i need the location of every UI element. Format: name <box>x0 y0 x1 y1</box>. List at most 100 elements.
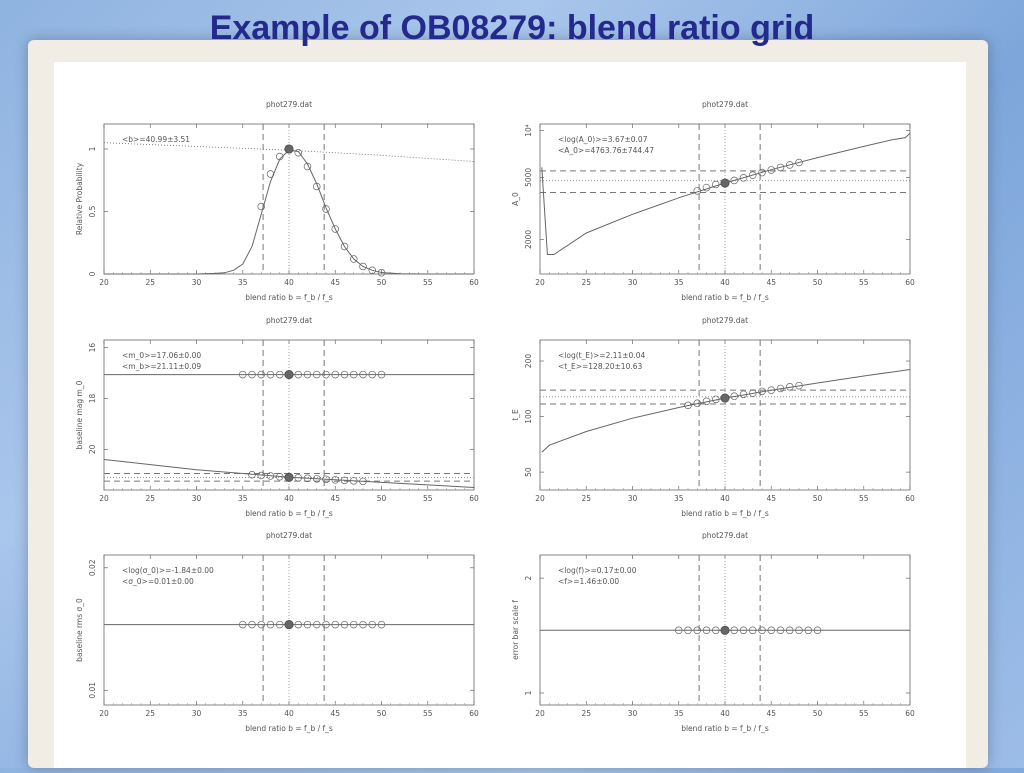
blend-ratio-grid-figure: phot279.dat 20 25 30 35 40 45 50 55 60 0 0.5 1 blend … <box>75 100 915 733</box>
x-tick-label: 45 <box>766 278 776 287</box>
x-tick-label: 40 <box>720 494 730 503</box>
grid-point-marker <box>257 620 266 629</box>
chart-panel-p5: phot279.dat 20 25 30 35 40 45 50 55 60 0.01 0.02 ble… <box>75 531 479 733</box>
grid-point-marker <box>684 401 692 410</box>
grid-point-marker <box>776 626 785 635</box>
grid-point-marker <box>359 477 367 486</box>
best-fit-marker <box>284 620 294 630</box>
grid-point-marker <box>684 626 692 635</box>
grid-point-marker <box>239 620 247 629</box>
grid-point-marker <box>313 620 321 629</box>
x-tick-label: 25 <box>145 494 155 503</box>
stat-annotation: <f>=1.46±0.00 <box>558 577 619 586</box>
grid-point-marker <box>730 392 738 400</box>
grid-point-marker <box>331 476 340 484</box>
x-tick-label: 60 <box>905 494 915 503</box>
x-tick-label: 30 <box>192 709 202 718</box>
stat-annotation: <t_E>=128.20±10.63 <box>558 362 643 371</box>
x-tick-label: 50 <box>377 278 387 287</box>
grid-point-marker <box>350 620 358 629</box>
y-tick-label: 0.02 <box>88 559 97 576</box>
grid-point-marker <box>359 262 367 271</box>
chart-panel-p1: phot279.dat 20 25 30 35 40 45 50 55 60 0 0.5 1 blend … <box>75 100 479 302</box>
x-tick-label: 20 <box>535 709 545 718</box>
plot-title: phot279.dat <box>702 316 748 325</box>
grid-point-marker <box>257 202 266 211</box>
y-tick-label: 1 <box>524 690 533 695</box>
x-tick-label: 40 <box>720 278 730 287</box>
plot-title: phot279.dat <box>266 316 312 325</box>
x-tick-label: 40 <box>284 709 294 718</box>
y-axis-label: t_E <box>511 409 520 421</box>
grid-point-marker <box>322 370 330 379</box>
x-tick-label: 50 <box>377 709 387 718</box>
grid-point-marker <box>303 620 312 629</box>
y-tick-label: 1 <box>88 146 97 151</box>
grid-point-marker <box>758 626 766 635</box>
grid-point-marker <box>739 390 748 399</box>
grid-point-marker <box>693 626 701 635</box>
x-tick-label: 60 <box>469 278 479 287</box>
grid-point-marker <box>303 370 312 379</box>
y-axis-label: Relative Probability <box>75 162 84 235</box>
grid-point-marker <box>359 620 367 629</box>
grid-point-marker <box>739 174 748 182</box>
grid-point-marker <box>368 266 377 275</box>
x-axis-label: blend ratio b = f_b / f_s <box>681 724 769 733</box>
x-tick-label: 30 <box>628 494 638 503</box>
grid-point-marker <box>322 620 330 629</box>
y-tick-label: 0.01 <box>88 682 97 699</box>
grid-point-marker <box>758 168 766 177</box>
x-tick-label: 20 <box>535 494 545 503</box>
x-tick-label: 20 <box>99 709 109 718</box>
x-tick-label: 55 <box>423 494 433 503</box>
grid-point-marker <box>377 370 386 379</box>
grid-point-marker <box>693 187 701 195</box>
y-tick-label: 2000 <box>524 230 533 249</box>
grid-point-marker <box>748 389 757 397</box>
grid-point-marker <box>350 255 358 263</box>
x-axis-label: blend ratio b = f_b / f_s <box>245 509 333 518</box>
x-tick-label: 60 <box>905 278 915 287</box>
y-tick-label: 20 <box>88 444 97 454</box>
y-axis-label: error bar scale f <box>511 600 520 660</box>
grid-point-marker <box>377 620 386 629</box>
x-tick-label: 30 <box>192 278 202 287</box>
x-axis-label: blend ratio b = f_b / f_s <box>245 724 333 733</box>
x-tick-label: 50 <box>377 494 387 503</box>
grid-point-marker <box>785 383 794 391</box>
best-fit-marker <box>284 370 294 380</box>
y-tick-label: 16 <box>88 343 97 353</box>
x-tick-label: 40 <box>284 494 294 503</box>
grid-point-marker <box>248 370 256 379</box>
series-line-1 <box>104 149 474 275</box>
grid-point-marker <box>730 626 738 635</box>
x-tick-label: 35 <box>238 278 248 287</box>
x-tick-label: 50 <box>813 278 823 287</box>
x-tick-label: 20 <box>99 494 109 503</box>
x-tick-label: 25 <box>581 709 591 718</box>
x-tick-label: 40 <box>720 709 730 718</box>
best-fit-marker <box>284 472 294 482</box>
y-axis-label: baseline mag m_0 <box>75 380 84 449</box>
grid-point-marker <box>739 626 748 635</box>
stat-annotation: <log(A_0)>=3.67±0.07 <box>558 135 648 144</box>
grid-point-marker <box>257 471 266 480</box>
x-tick-label: 30 <box>192 494 202 503</box>
stat-annotation: <σ_0>=0.01±0.00 <box>122 577 194 586</box>
grid-point-marker <box>276 473 284 481</box>
y-tick-label: 100 <box>524 409 533 424</box>
grid-point-marker <box>294 620 303 629</box>
grid-point-marker <box>313 182 321 191</box>
x-tick-label: 25 <box>145 709 155 718</box>
grid-point-marker <box>767 626 775 635</box>
grid-point-marker <box>702 397 711 406</box>
grid-point-marker <box>711 626 720 635</box>
grid-point-marker <box>702 183 711 192</box>
grid-point-marker <box>294 148 303 157</box>
grid-point-marker <box>294 370 303 379</box>
grid-point-marker <box>331 225 340 233</box>
x-tick-label: 35 <box>238 494 248 503</box>
x-tick-label: 25 <box>581 494 591 503</box>
y-tick-label: 0 <box>88 271 97 276</box>
